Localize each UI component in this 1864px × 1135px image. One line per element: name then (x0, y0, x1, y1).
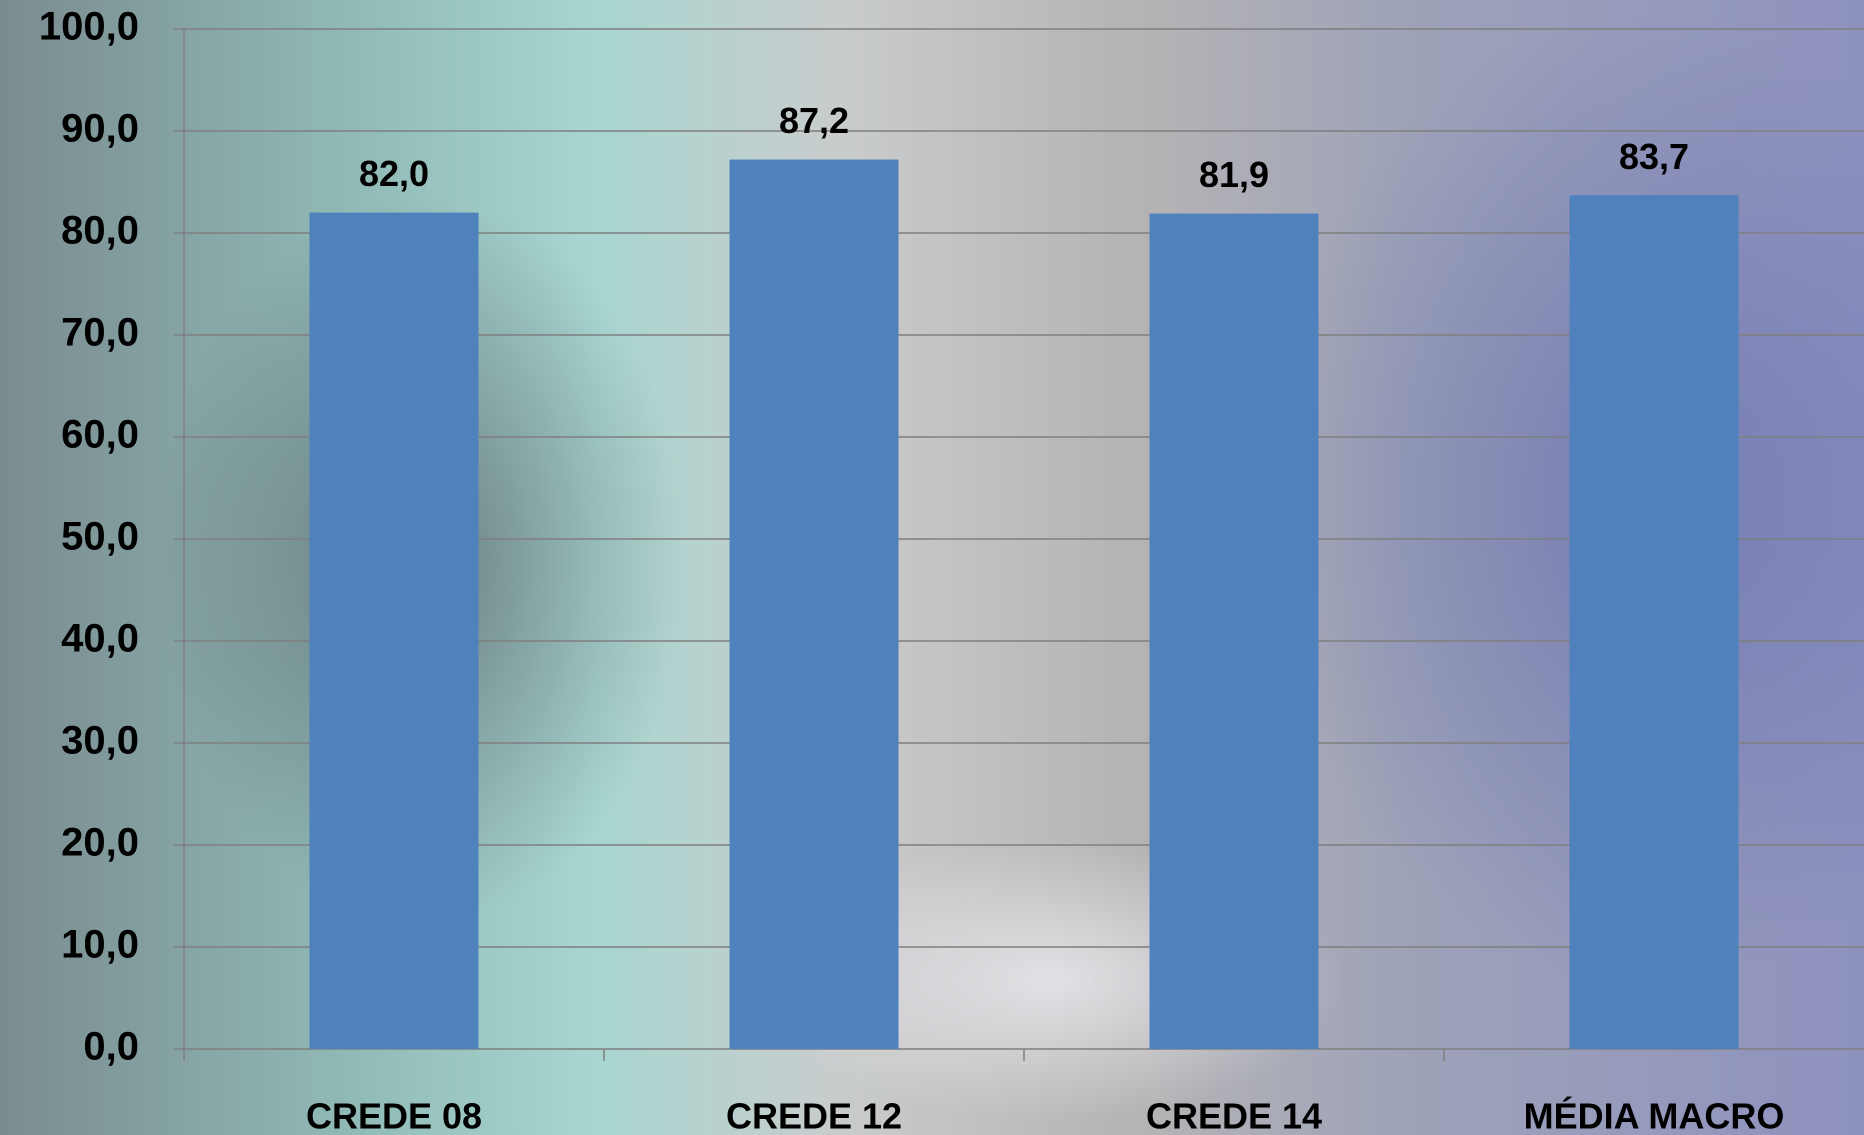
value-label: 81,9 (1199, 154, 1269, 195)
y-tick-label: 100,0 (39, 5, 139, 49)
bar (309, 212, 479, 1050)
bar (1149, 213, 1319, 1049)
y-tick-label: 60,0 (61, 413, 139, 457)
x-tick-label: MÉDIA MACRO (1524, 1096, 1785, 1135)
value-label: 87,2 (779, 100, 849, 141)
y-tick-label: 80,0 (61, 209, 139, 253)
y-tick-label: 30,0 (61, 719, 139, 763)
x-tick-label: CREDE 08 (306, 1096, 482, 1135)
y-tick-label: 50,0 (61, 515, 139, 559)
y-tick-label: 90,0 (61, 107, 139, 151)
y-tick-label: 20,0 (61, 821, 139, 865)
bar (729, 159, 899, 1049)
y-tick-label: 0,0 (83, 1025, 139, 1069)
y-tick-label: 10,0 (61, 923, 139, 967)
value-label: 83,7 (1619, 136, 1689, 177)
bar (1569, 195, 1739, 1049)
x-tick-label: CREDE 12 (726, 1096, 902, 1135)
x-tick-label: CREDE 14 (1146, 1096, 1322, 1135)
y-tick-label: 40,0 (61, 617, 139, 661)
y-tick-label: 70,0 (61, 311, 139, 355)
value-label: 82,0 (359, 153, 429, 194)
